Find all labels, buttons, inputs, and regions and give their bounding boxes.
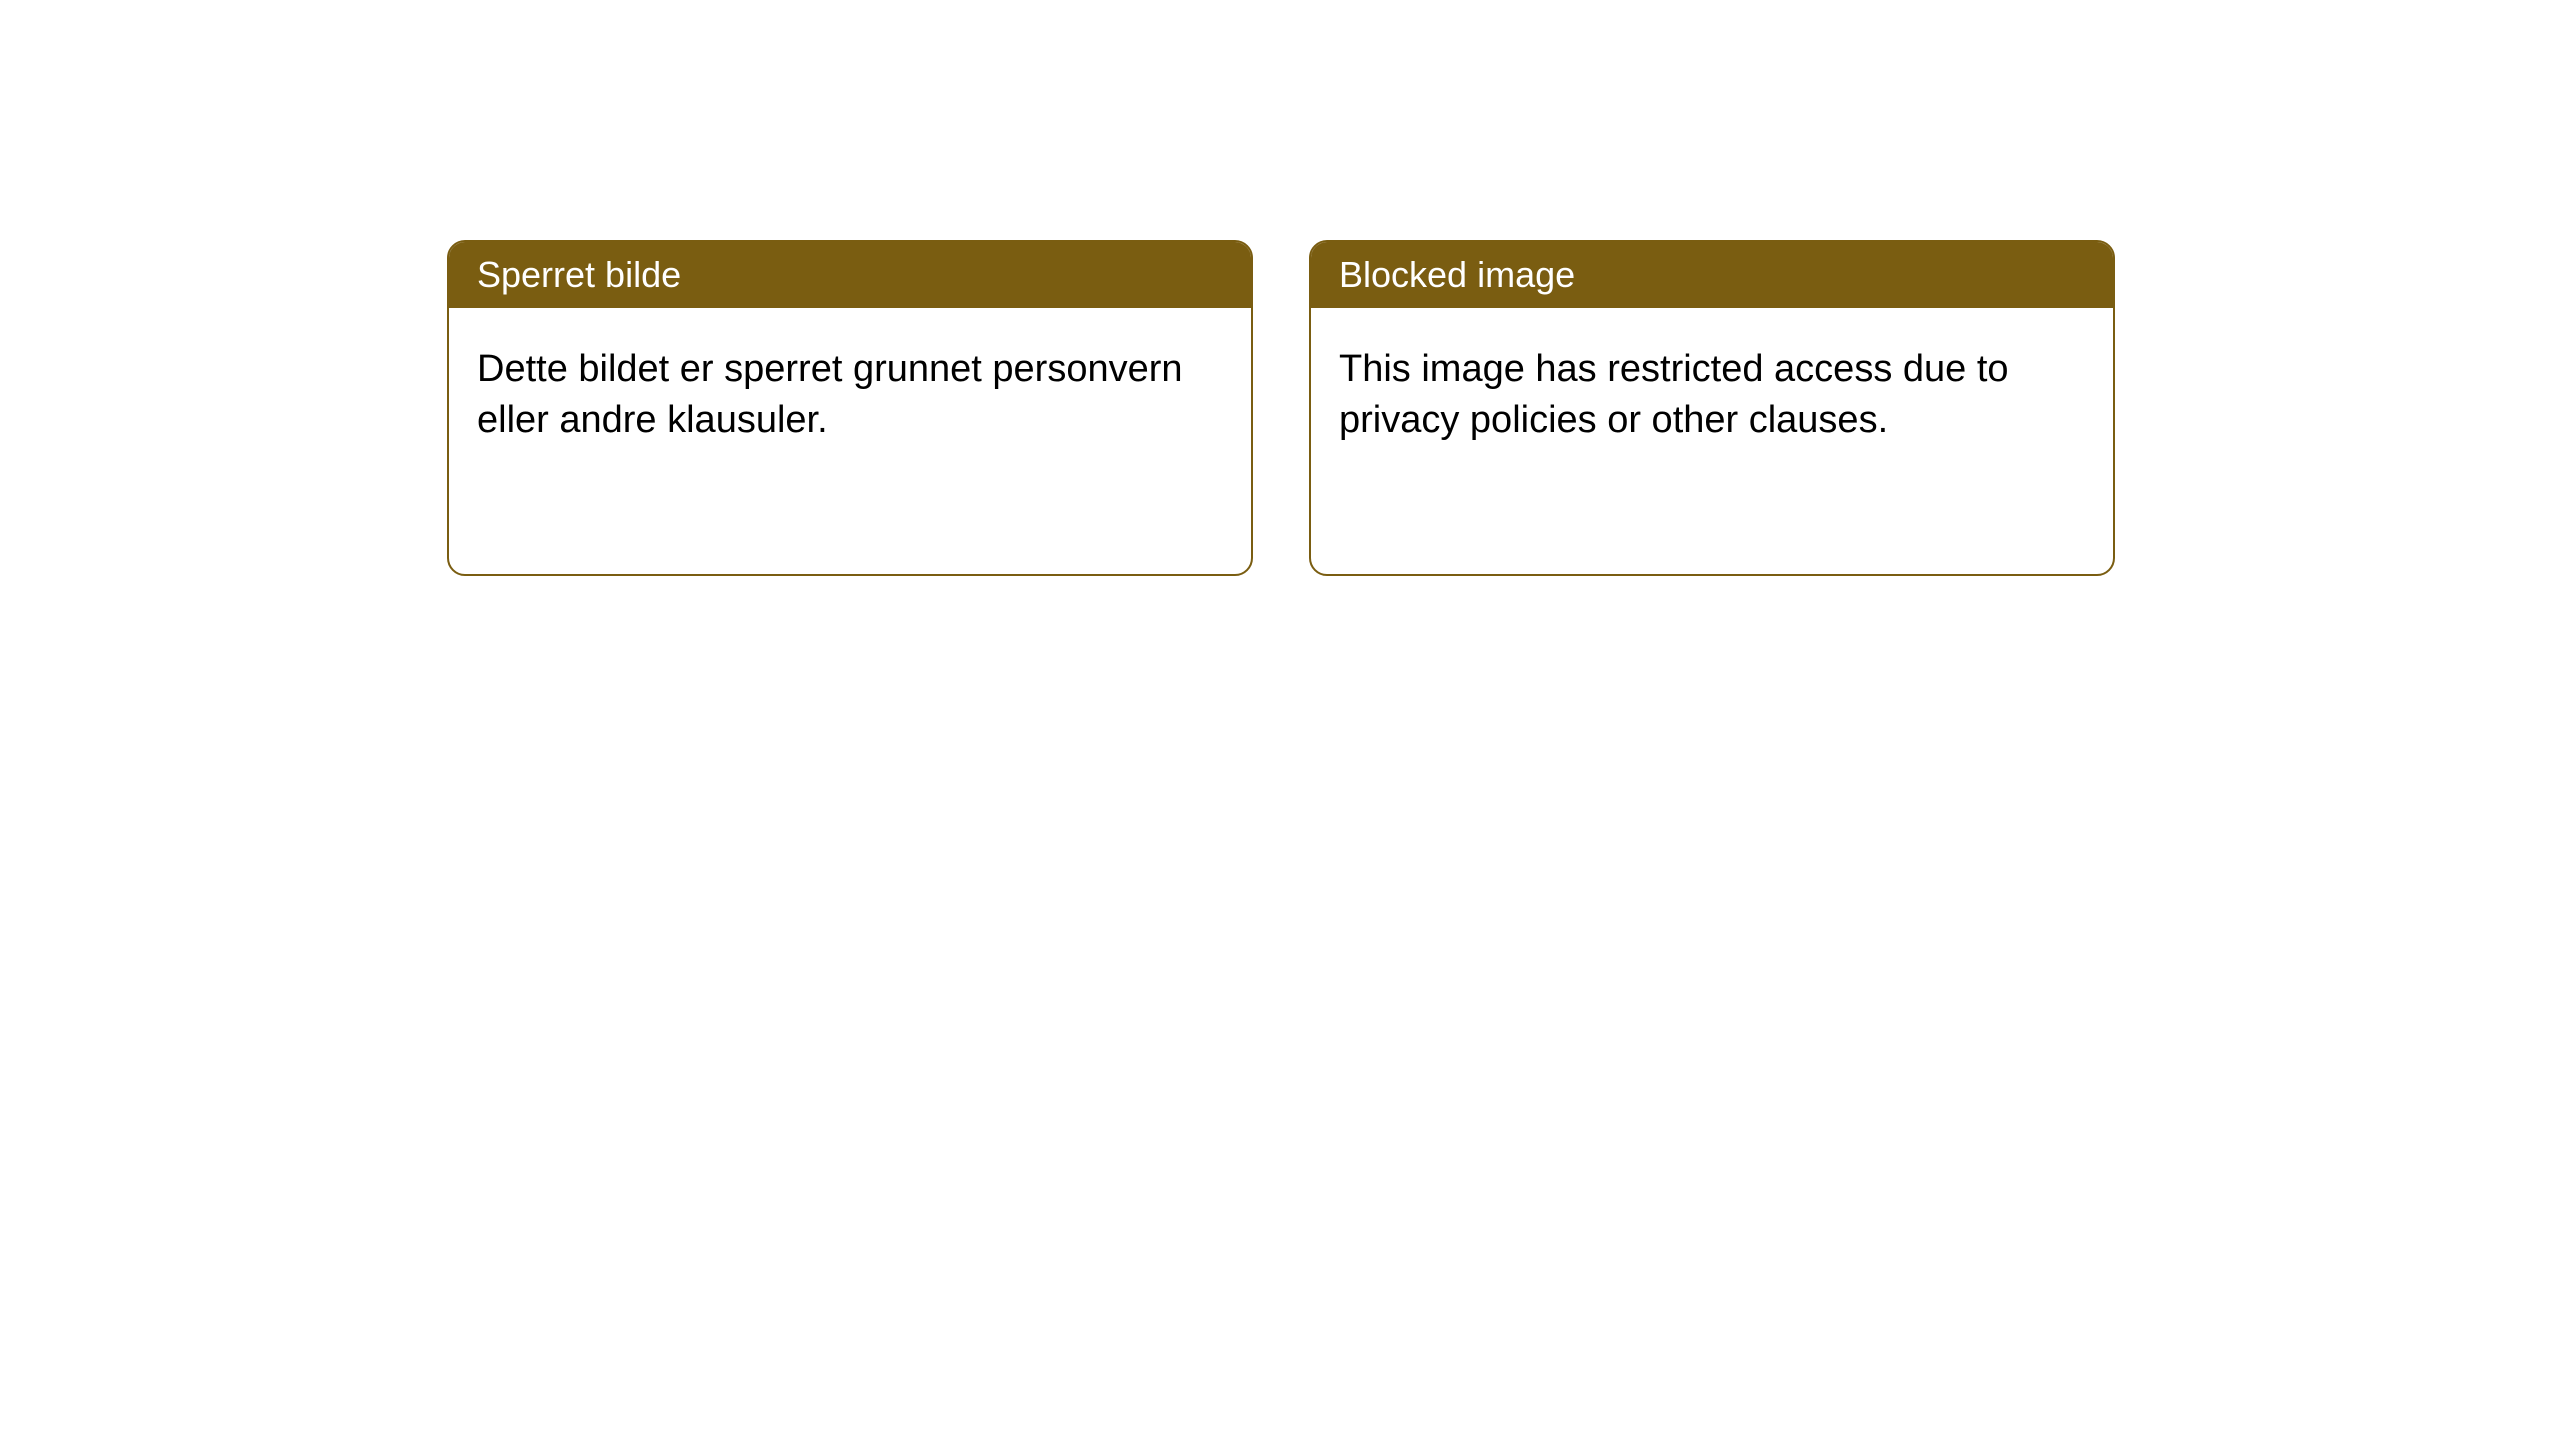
card-body: This image has restricted access due to … [1311, 308, 2113, 483]
notice-container: Sperret bilde Dette bildet er sperret gr… [0, 0, 2560, 576]
card-title: Blocked image [1339, 254, 1575, 295]
card-header: Blocked image [1311, 242, 2113, 308]
notice-card-norwegian: Sperret bilde Dette bildet er sperret gr… [447, 240, 1253, 576]
card-message: This image has restricted access due to … [1339, 348, 2009, 441]
card-title: Sperret bilde [477, 254, 681, 295]
card-message: Dette bildet er sperret grunnet personve… [477, 348, 1183, 441]
card-header: Sperret bilde [449, 242, 1251, 308]
notice-card-english: Blocked image This image has restricted … [1309, 240, 2115, 576]
card-body: Dette bildet er sperret grunnet personve… [449, 308, 1251, 483]
